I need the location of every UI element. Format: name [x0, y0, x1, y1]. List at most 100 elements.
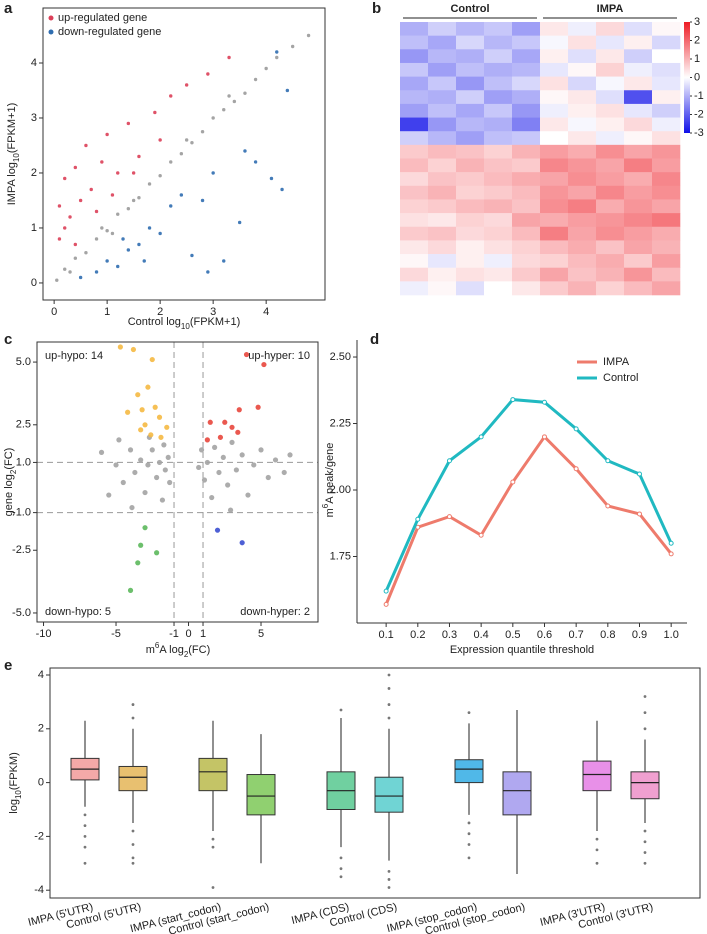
point	[162, 467, 168, 473]
axis-label-part: gene log	[3, 474, 15, 516]
heatmap-cell	[428, 144, 457, 159]
heatmap-cell	[568, 240, 597, 255]
point	[158, 138, 162, 142]
outlier	[387, 878, 391, 881]
point	[229, 439, 235, 445]
point	[243, 351, 250, 358]
box	[582, 760, 612, 792]
point	[207, 419, 213, 425]
outlier	[643, 840, 647, 844]
heatmap-cell	[512, 103, 541, 118]
point	[113, 462, 119, 468]
outlier	[211, 845, 215, 849]
point	[121, 237, 125, 241]
heatmap-cell	[652, 117, 681, 132]
heatmap-cell	[456, 35, 485, 50]
point	[94, 270, 99, 274]
heatmap-cell	[456, 199, 485, 214]
y-tick-label: -2.5	[12, 544, 31, 556]
point	[211, 171, 215, 175]
y-tick-label: -4	[34, 884, 44, 896]
heatmap-cell	[596, 254, 625, 268]
heatmap-cell	[512, 90, 541, 105]
point	[142, 259, 146, 263]
heatmap-cell	[568, 226, 597, 241]
point	[184, 138, 189, 142]
heatmap-cell	[428, 254, 457, 268]
axis-label-part: 10	[12, 153, 21, 162]
x-tick-label: 0.2	[410, 629, 425, 641]
point	[280, 187, 284, 192]
heatmap-cell	[400, 199, 429, 214]
point	[94, 209, 99, 214]
x-tick-label: 0.9	[632, 629, 647, 641]
axis-label-part: 6	[321, 503, 330, 508]
point	[227, 55, 231, 60]
point	[98, 449, 105, 455]
outlier	[387, 716, 391, 720]
heatmap-cell	[596, 90, 625, 105]
heatmap-cell	[428, 62, 457, 77]
point	[149, 447, 155, 453]
outlier	[83, 834, 87, 838]
heatmap-cell	[484, 131, 513, 146]
point	[153, 110, 157, 115]
point	[116, 437, 122, 443]
point	[158, 231, 162, 236]
point	[116, 212, 120, 216]
heatmap-cell	[456, 131, 485, 146]
point	[169, 94, 173, 98]
outlier	[595, 837, 599, 841]
point	[383, 601, 389, 607]
heatmap-cell	[596, 117, 625, 132]
heatmap-cell	[456, 22, 485, 36]
point	[306, 33, 311, 38]
y-tick-label: 1	[31, 222, 37, 234]
heatmap-cell	[428, 226, 457, 241]
x-tick-label: 0	[185, 628, 191, 640]
heatmap-cell	[400, 62, 429, 77]
y-tick-label: 2.25	[330, 417, 351, 429]
x-tick-label: 3	[210, 306, 216, 318]
heatmap-cell	[540, 76, 569, 91]
heatmap-cell	[624, 49, 653, 64]
group-label: Control	[450, 3, 489, 15]
heatmap-cell	[652, 131, 681, 146]
heatmap-cell	[568, 172, 597, 187]
heatmap-cell	[624, 185, 653, 200]
x-tick-label: -10	[36, 628, 52, 640]
point	[269, 176, 274, 181]
outlier	[387, 886, 391, 889]
heatmap-cell	[456, 103, 485, 118]
heatmap-cell	[652, 76, 681, 91]
heatmap-cell	[652, 144, 681, 159]
heatmap-cell	[540, 254, 569, 268]
heatmap-cell	[596, 144, 625, 159]
series-line	[384, 434, 673, 605]
point	[68, 215, 72, 219]
heatmap-cell	[512, 213, 541, 228]
heatmap-cell	[568, 281, 597, 296]
point	[156, 414, 163, 420]
colorbar-tick-label: -2	[694, 108, 704, 120]
point	[255, 404, 261, 410]
x-tick-label: -1	[169, 628, 179, 640]
point	[116, 264, 120, 269]
point	[239, 540, 245, 546]
heatmap-cell	[400, 131, 429, 146]
point	[129, 504, 135, 511]
heatmap-cell	[624, 158, 653, 173]
heatmap-cell	[400, 226, 429, 241]
point	[127, 587, 134, 593]
axis-label-part: (FPKM)	[8, 752, 20, 790]
x-tick-label: 0.4	[473, 629, 488, 641]
heatmap-cell	[456, 62, 485, 77]
point	[383, 588, 389, 594]
heatmap-cell	[484, 144, 513, 159]
heatmap-cell	[596, 240, 625, 255]
heatmap-cell	[568, 62, 597, 77]
heatmap-cell	[568, 185, 597, 200]
point	[222, 108, 226, 112]
outlier	[131, 843, 135, 846]
heatmap-cell	[400, 172, 429, 187]
